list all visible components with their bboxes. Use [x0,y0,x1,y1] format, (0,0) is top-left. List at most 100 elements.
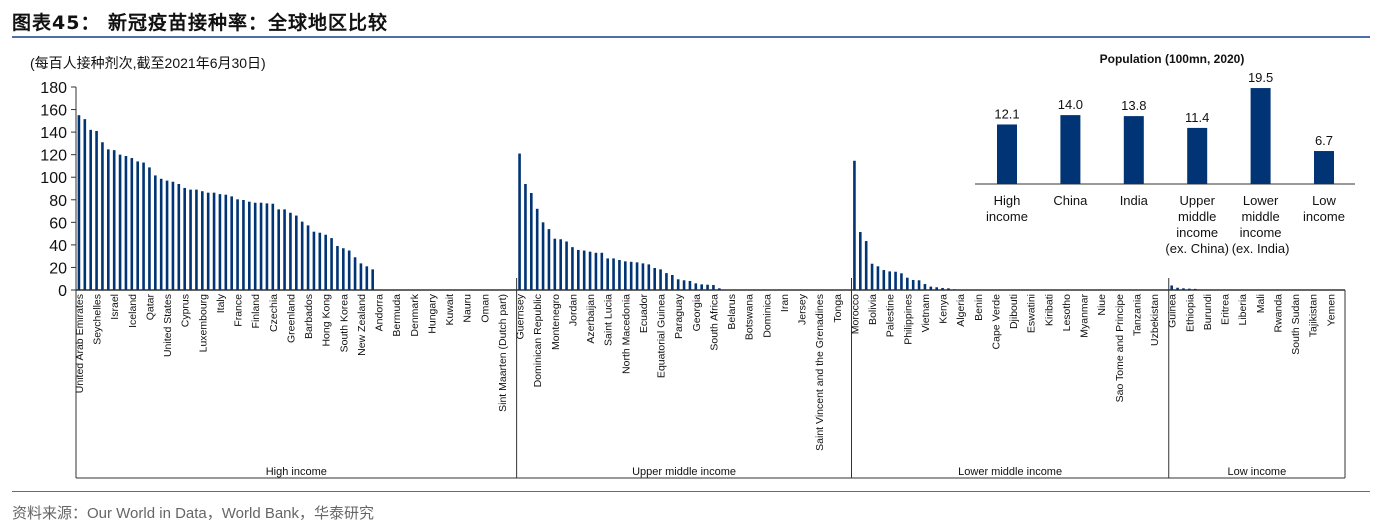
inset-category-label: High [994,193,1021,208]
bar [929,286,933,290]
x-tick-label: Lesotho [1061,294,1073,332]
bar [101,142,104,290]
bar [676,279,680,290]
bar [953,289,956,290]
bar [565,241,568,290]
x-tick-label: Belarus [726,294,738,330]
y-tick-label: 180 [40,80,67,97]
bar [606,258,609,290]
x-tick-label: Dominica [761,294,773,338]
bar [1182,288,1185,290]
inset-bar [1250,88,1271,184]
x-tick-label: Seychelles [92,294,104,345]
bar [154,175,157,290]
x-tick-label: Greenland [285,294,297,343]
bar [547,229,551,290]
x-tick-label: Eritrea [1220,294,1232,325]
x-tick-label: Cape Verde [990,294,1002,350]
bar [629,261,633,290]
x-tick-label: Azerbaijan [585,294,597,344]
bar [911,279,915,290]
bar [206,192,210,290]
x-tick-label: Saint Vincent and the Grenadines [814,294,826,451]
inset-bar [997,124,1017,184]
bar [700,284,703,290]
x-tick-label: South Sudan [1290,294,1302,355]
x-tick-label: Benin [973,294,985,321]
y-tick-label: 120 [40,148,67,165]
inset-category-label: (ex. China) [1165,241,1229,256]
inset-data-label: 14.0 [1058,97,1083,112]
inset-category-label: (ex. India) [1232,241,1290,256]
bar [571,247,574,290]
bar [582,250,586,290]
x-tick-label: Guinea [1167,294,1179,328]
bar [118,154,122,290]
x-tick-label: Algeria [955,294,967,327]
y-tick-label: 100 [40,170,67,187]
bar [1170,285,1173,290]
x-tick-label: Mali [1255,294,1267,313]
bar [859,232,862,290]
x-tick-label: Kuwait [444,294,456,326]
x-tick-label: Jordan [567,294,579,326]
bar [365,266,369,290]
bar [524,183,527,290]
x-tick-label: Paraguay [673,293,685,339]
x-tick-label: Hungary [426,293,438,333]
inset-category-label: middle [1241,209,1279,224]
bar [271,203,275,290]
bar [183,187,186,290]
x-tick-label: Barbados [303,294,315,339]
bar [112,150,116,290]
bar [95,130,98,290]
x-tick-label: Dominican Republic [532,294,544,387]
bar [935,287,938,290]
bar [577,249,580,290]
inset-data-label: 6.7 [1315,133,1333,148]
bar [359,263,363,290]
inset-data-label: 13.8 [1121,98,1146,113]
bar [218,194,222,290]
x-tick-label: Italy [215,293,227,313]
bar [671,275,674,290]
x-tick-label: United Arab Emirates [74,294,86,393]
bar [295,215,298,290]
bar [83,119,87,291]
bar [559,239,562,290]
x-tick-label: Equatorial Guinea [656,294,668,378]
inset-data-label: 11.4 [1185,110,1209,125]
y-tick-label: 40 [49,238,67,255]
group-label: Upper middle income [632,466,736,478]
bar [177,183,181,290]
bar [107,149,110,290]
bar [171,181,175,290]
bar [201,191,204,290]
unit-note: (每百人接种剂次,截至2021年6月30日) [30,55,266,71]
x-tick-label: Finland [250,294,262,329]
bar [665,273,668,290]
inset-category-label: Lower [1243,193,1279,208]
x-tick-label: South Korea [338,294,350,353]
source-note: 资料来源：Our World in Data，World Bank，华泰研究 [12,505,375,522]
x-tick-label: Tanzania [1131,294,1143,336]
inset-category-label: income [1303,209,1345,224]
bar [124,156,128,290]
x-tick-label: Hong Kong [321,294,333,347]
x-tick-label: Yemen [1325,294,1337,326]
bar [277,209,280,290]
x-tick-label: Oman [479,294,491,323]
bar [1193,288,1197,290]
bar [212,192,216,290]
x-tick-label: Qatar [144,294,156,321]
group-label: Lower middle income [958,466,1062,478]
x-tick-label: Iceland [127,294,139,328]
bar [318,232,322,290]
bar [594,252,598,290]
x-tick-label: Sao Tome and Principe [1114,294,1126,403]
bar [265,203,269,290]
bar [289,212,292,290]
bar [248,201,251,290]
bar [312,231,316,290]
y-tick-label: 0 [58,283,67,300]
